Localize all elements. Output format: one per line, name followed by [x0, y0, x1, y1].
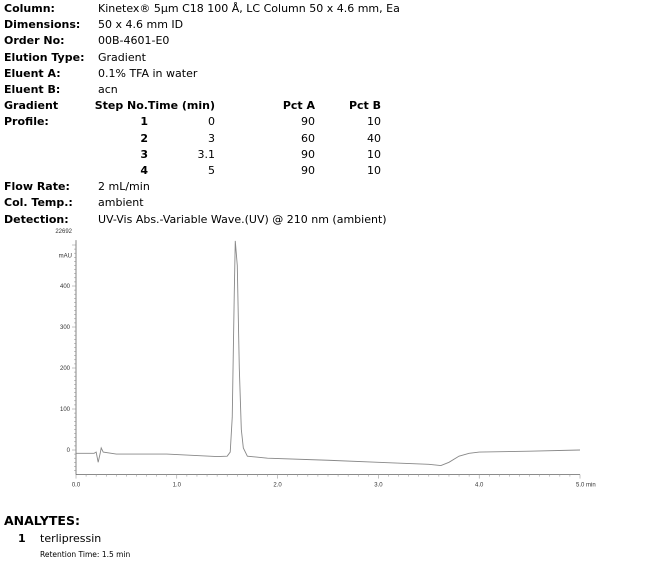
gradient-cell: 90	[301, 164, 315, 177]
info-label: Flow Rate:	[4, 180, 70, 194]
gradient-header-row: Gradient Step No. Time (min) Pct A Pct B	[4, 98, 404, 114]
y-tick-label: 100	[60, 407, 71, 413]
gradient-row: Profile: 1 0 90 10	[4, 114, 404, 130]
y-tick-label: 300	[60, 325, 71, 331]
info-label: Elution Type:	[4, 50, 85, 64]
x-tick-label: 2.0	[273, 483, 282, 489]
gradient-row: 4 5 90 10	[4, 163, 404, 179]
gradient-cell: 40	[367, 131, 381, 145]
info-value: ambient	[98, 196, 144, 210]
gradient-cell: 3	[208, 131, 215, 145]
y-tick-label: 200	[60, 366, 71, 372]
gradient-column-header: Time (min)	[147, 99, 215, 113]
analyte-number: 1	[18, 532, 26, 545]
info-label: Col. Temp.:	[4, 196, 73, 210]
gradient-cell: 90	[301, 147, 315, 161]
info-label: Eluent B:	[4, 83, 61, 96]
gradient-cell: 3	[140, 147, 148, 161]
x-tick-label: 0.0	[72, 483, 81, 489]
x-tick-label: 5.0 min	[576, 483, 596, 489]
y-axis-unit: mAU	[59, 253, 72, 259]
analytes-title: ANALYTES:	[4, 513, 80, 528]
gradient-cell: 60	[301, 131, 315, 145]
info-label: Order No:	[4, 34, 65, 48]
info-label: Detection:	[4, 212, 69, 226]
info-value: 2 mL/min	[98, 180, 150, 194]
info-value: UV-Vis Abs.-Variable Wave.(UV) @ 210 nm …	[98, 212, 387, 226]
info-value: 50 x 4.6 mm ID	[98, 18, 184, 32]
gradient-column-header: Step No.	[94, 99, 148, 113]
info-value: 00B-4601-E0	[98, 34, 170, 48]
gradient-cell: 5	[208, 164, 215, 177]
info-label: Eluent A:	[4, 66, 61, 80]
gradient-row: 3 3.1 90 10	[4, 147, 404, 163]
gradient-row: 2 3 60 40	[4, 131, 404, 147]
gradient-cell: 3.1	[197, 147, 216, 161]
analyte-item: 1 terlipressin	[18, 532, 101, 545]
y-tick-label: 400	[60, 284, 71, 290]
y-tick-label: 0	[67, 448, 71, 454]
profile-label: Profile:	[4, 115, 49, 129]
info-value: acn	[98, 83, 118, 96]
chart-top-label: 22692	[55, 229, 72, 235]
info-label: Dimensions:	[4, 18, 81, 32]
gradient-cell: 0	[208, 115, 215, 129]
gradient-cell: 4	[140, 164, 148, 177]
gradient-column-header: Pct B	[348, 99, 381, 113]
gradient-cell: 90	[301, 115, 315, 129]
info-value: Gradient	[98, 50, 146, 64]
retention-time: Retention Time: 1.5 min	[40, 550, 131, 559]
info-value: 0.1% TFA in water	[98, 66, 198, 80]
x-tick-label: 4.0	[475, 483, 484, 489]
chromatogram-chart: 0 100 200 300 400 0.0 1.0 2.0 3.0 4.0 5.0 min mAU 22…	[55, 229, 596, 489]
gradient-column-header: Pct A	[282, 99, 315, 113]
info-value: Kinetex® 5µm C18 100 Å, LC Column 50 x 4…	[98, 2, 400, 15]
chromatogram-trace	[76, 240, 581, 467]
info-label: Column:	[4, 2, 55, 15]
gradient-cell: 1	[140, 115, 148, 129]
x-tick-label: 1.0	[173, 483, 182, 489]
gradient-label: Gradient	[4, 99, 59, 113]
analyte-name: terlipressin	[40, 532, 102, 545]
gradient-cell: 10	[367, 164, 381, 177]
gradient-cell: 2	[140, 131, 148, 145]
x-tick-label: 3.0	[374, 483, 383, 489]
gradient-cell: 10	[367, 115, 381, 129]
gradient-cell: 10	[367, 147, 381, 161]
